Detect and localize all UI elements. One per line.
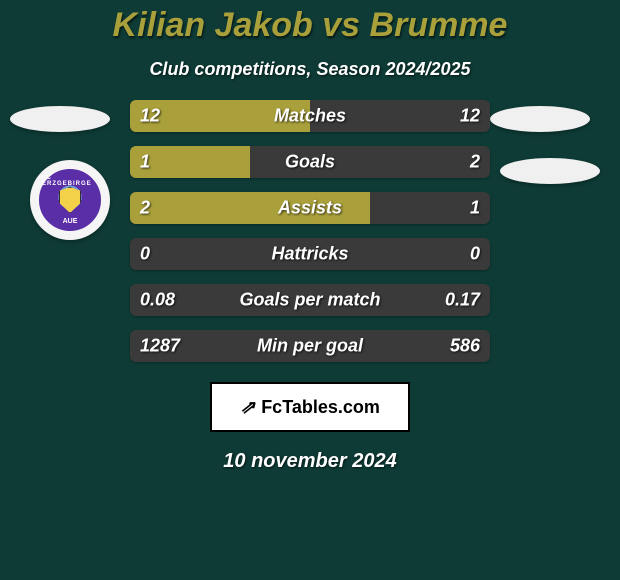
- stat-category: Goals: [130, 152, 490, 173]
- stat-bar: 21Assists: [130, 192, 490, 224]
- club-badge-top-text: FC ERZGEBIRGE: [42, 175, 98, 187]
- subtitle: Club competitions, Season 2024/2025: [0, 59, 620, 80]
- watermark: ⇗ FcTables.com: [210, 382, 410, 432]
- title-player1: Kilian Jakob: [113, 6, 313, 44]
- stat-category: Min per goal: [130, 336, 490, 357]
- stat-category: Hattricks: [130, 244, 490, 265]
- club-badge: FC ERZGEBIRGE AUE: [30, 160, 110, 240]
- date: 10 november 2024: [0, 450, 620, 473]
- stat-category: Assists: [130, 198, 490, 219]
- title-player2: Brumme: [370, 6, 508, 44]
- stat-bar: 0.080.17Goals per match: [130, 284, 490, 316]
- title-vs: vs: [313, 6, 370, 44]
- comparison-stage: FC ERZGEBIRGE AUE 1212Matches 12Goals 21As…: [0, 100, 620, 473]
- club-badge-shield-icon: [59, 187, 81, 213]
- watermark-icon: ⇗: [240, 397, 255, 418]
- stat-category: Matches: [130, 106, 490, 127]
- page-title: Kilian Jakob vs Brumme: [0, 0, 620, 45]
- club-badge-bottom-text: AUE: [63, 218, 78, 225]
- stat-bar: 1212Matches: [130, 100, 490, 132]
- stat-bar: 1287586Min per goal: [130, 330, 490, 362]
- player2-avatar-placeholder: [490, 106, 590, 132]
- player1-avatar-placeholder: [10, 106, 110, 132]
- stat-bar: 00Hattricks: [130, 238, 490, 270]
- watermark-text: FcTables.com: [261, 397, 380, 418]
- stat-category: Goals per match: [130, 290, 490, 311]
- club-badge-inner: FC ERZGEBIRGE AUE: [39, 169, 101, 231]
- stat-bar: 12Goals: [130, 146, 490, 178]
- player2-club-placeholder: [500, 158, 600, 184]
- comparison-bars: 1212Matches 12Goals 21Assists 00Hattricks 0.…: [130, 100, 490, 362]
